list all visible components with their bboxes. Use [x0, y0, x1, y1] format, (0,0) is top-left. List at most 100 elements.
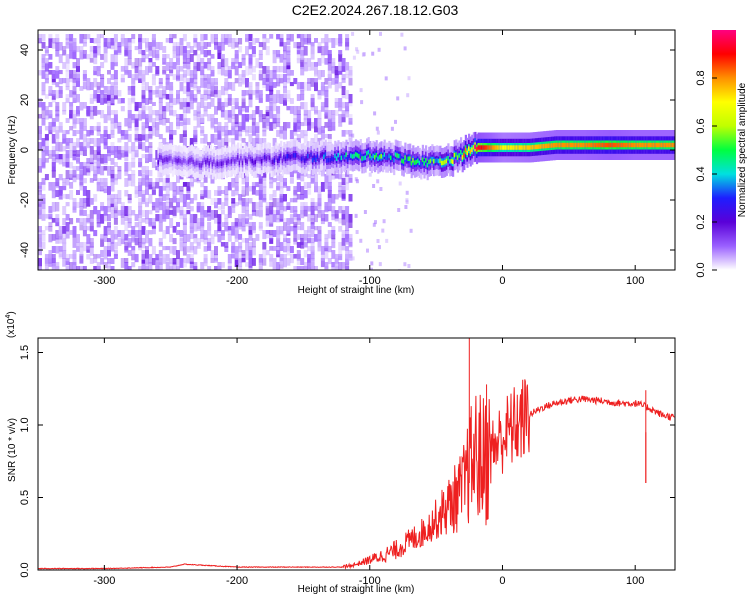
spectrogram-noise-cell	[276, 82, 281, 87]
spectrogram-noise-cell	[96, 154, 101, 162]
signal-track-cell	[393, 157, 396, 163]
spectrogram-noise-cell	[355, 230, 359, 234]
spectrogram-noise-cell	[55, 190, 60, 197]
spectrogram-noise-cell	[96, 94, 101, 103]
spectrogram-noise-cell	[182, 102, 187, 108]
spectrogram-noise-cell	[69, 106, 74, 110]
spectrogram-noise-cell	[217, 142, 222, 152]
spectrogram-noise-cell	[179, 122, 184, 127]
signal-track-cell	[469, 149, 472, 154]
spectrogram-noise-cell	[338, 82, 343, 89]
spectrogram-noise-cell	[179, 118, 184, 124]
spectrogram-noise-cell	[193, 266, 198, 270]
spectrogram-noise-cell	[300, 174, 305, 182]
spectrogram-noise-cell	[276, 130, 281, 137]
spectrogram-noise-cell	[331, 78, 336, 85]
spectrogram-noise-cell	[44, 126, 49, 131]
spectrogram-noise-cell	[69, 90, 74, 98]
spectrogram-noise-cell	[172, 46, 177, 52]
spectrogram-noise-cell	[89, 222, 94, 232]
spectrogram-noise-cell	[55, 246, 60, 254]
spectrogram-noise-cell	[231, 122, 236, 131]
spectrogram-noise-cell	[327, 194, 332, 203]
spectrogram-noise-cell	[120, 34, 125, 44]
spectrogram-noise-cell	[48, 38, 53, 48]
spectrogram-noise-cell	[200, 74, 205, 79]
spectrogram-noise-cell	[203, 102, 208, 110]
spectrogram-noise-cell	[251, 118, 256, 126]
spectrogram-noise-cell	[384, 76, 388, 81]
signal-track-cell	[380, 154, 383, 159]
spectrogram-noise-cell	[345, 266, 350, 270]
spectrogram-noise-cell	[207, 242, 212, 251]
spectrogram-noise-cell	[76, 218, 80, 223]
spectrogram-noise-cell	[245, 182, 249, 188]
spectrogram-noise-cell	[248, 250, 253, 256]
spectrogram-noise-cell	[207, 62, 212, 71]
spectrogram-noise-cell	[182, 234, 187, 244]
spectrogram-noise-cell	[245, 238, 249, 243]
signal-track-cell	[294, 153, 297, 158]
spectrogram-noise-cell	[231, 242, 236, 252]
spectrogram-noise-cell	[255, 234, 260, 241]
spectrogram-noise-cell	[138, 198, 143, 208]
spectrogram-noise-cell	[307, 182, 312, 188]
signal-track-cell	[303, 158, 307, 163]
spectrogram-noise-cell	[279, 54, 284, 63]
spectrogram-noise-cell	[103, 246, 108, 256]
spectrogram-noise-cell	[134, 58, 139, 68]
spectrogram-noise-cell	[224, 126, 229, 136]
spectrogram-noise-cell	[141, 242, 146, 249]
spectrogram-noise-cell	[44, 226, 49, 231]
signal-track-cell	[528, 145, 531, 150]
spectrogram-noise-cell	[303, 238, 308, 248]
spectrogram-noise-cell	[196, 118, 201, 128]
spectrogram-noise-cell	[255, 38, 260, 43]
spectrogram-noise-cell	[210, 70, 215, 77]
spectrogram-noise-cell	[155, 66, 160, 75]
spectrogram-noise-cell	[151, 38, 156, 47]
spectrogram-noise-cell	[48, 214, 53, 220]
spectrogram-noise-cell	[331, 58, 336, 68]
spectrogram-noise-cell	[55, 70, 60, 79]
spectrogram-noise-cell	[193, 270, 197, 275]
spectrogram-noise-cell	[76, 138, 80, 143]
spectrogram-noise-cell	[65, 178, 70, 186]
spectrogram-noise-cell	[96, 110, 101, 115]
spectrogram-noise-cell	[76, 154, 80, 164]
spectrogram-noise-cell	[324, 110, 329, 116]
spectrogram-noise-cell	[124, 38, 129, 48]
spectrogram-noise-cell	[148, 262, 153, 270]
spectrogram-noise-cell	[334, 38, 339, 46]
spectrogram-noise-cell	[317, 118, 322, 128]
spectrogram-noise-cell	[38, 194, 42, 204]
spectrogram-noise-cell	[58, 246, 63, 252]
signal-track-cell	[194, 161, 197, 167]
spectrogram-noise-cell	[296, 58, 301, 64]
spectrogram-noise-cell	[363, 210, 367, 214]
spectrogram-noise-cell	[182, 118, 187, 125]
spectrogram-noise-cell	[100, 34, 105, 39]
spectrogram-noise-cell	[65, 222, 70, 232]
signal-track-cell	[614, 142, 617, 148]
signal-track-cell	[187, 159, 190, 164]
spectrogram-noise-cell	[110, 170, 115, 174]
spectrogram-noise-cell	[158, 110, 163, 120]
spectrogram-noise-cell	[296, 266, 301, 270]
spectrogram-noise-cell	[283, 42, 287, 52]
spectrogram-noise-cell	[162, 254, 167, 264]
spectrogram-noise-cell	[145, 146, 149, 153]
spectrogram-noise-cell	[110, 130, 115, 135]
spectrogram-noise-cell	[58, 226, 63, 236]
spectrogram-noise-cell	[293, 210, 298, 218]
signal-track-cell	[509, 145, 512, 150]
spectrogram-noise-cell	[127, 46, 132, 52]
spectrogram-noise-cell	[169, 70, 174, 77]
snr-background	[38, 338, 675, 570]
spectrogram-noise-cell	[110, 166, 115, 171]
spectrogram-noise-cell	[289, 106, 294, 114]
spectrogram-noise-cell	[241, 214, 246, 223]
spectrogram-noise-cell	[269, 182, 274, 189]
spectrogram-noise-cell	[145, 98, 149, 106]
spectrogram-noise-cell	[276, 114, 281, 119]
